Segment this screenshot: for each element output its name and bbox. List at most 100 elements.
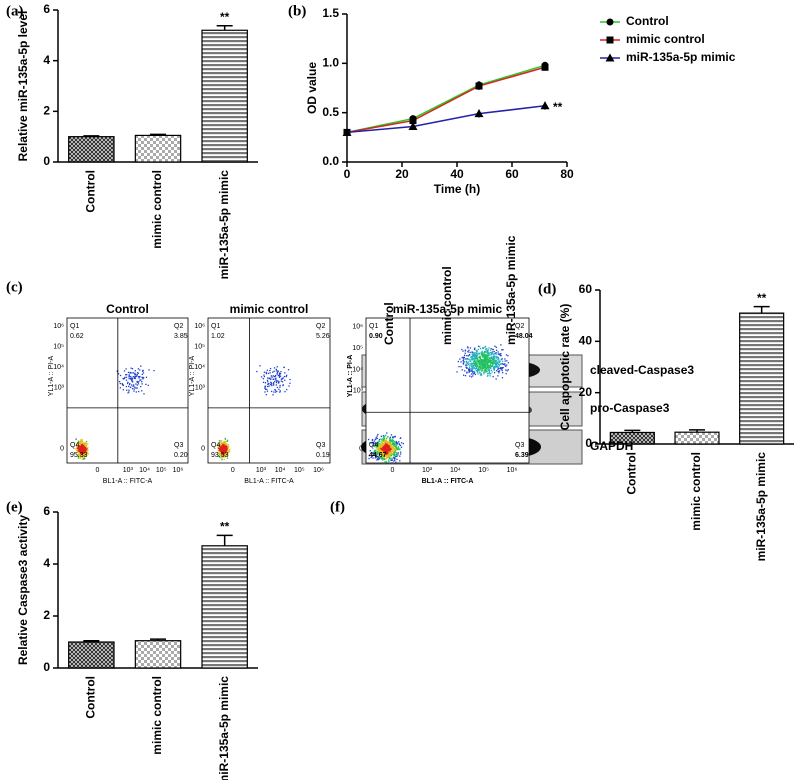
quadrant-value: 3.85 (174, 333, 188, 340)
event-dot (500, 363, 502, 365)
event-dot (382, 444, 385, 446)
x-tick-label: miR-135a-5p mimic (217, 170, 231, 280)
event-dot (484, 366, 487, 369)
event-dot (490, 356, 493, 358)
event-dot (376, 459, 378, 461)
event-dot (402, 442, 405, 445)
event-dot (394, 443, 396, 446)
event-dot (375, 453, 378, 455)
event-dot (492, 356, 494, 359)
event-dot (275, 377, 277, 379)
event-dot (466, 358, 468, 360)
event-dot (397, 452, 400, 454)
event-dot (479, 355, 481, 357)
event-dot (375, 444, 377, 446)
event-dot (382, 441, 384, 443)
event-dot (504, 358, 506, 360)
event-dot (84, 448, 86, 451)
event-dot (465, 361, 468, 364)
event-dot (222, 443, 224, 446)
event-dot (265, 393, 268, 396)
event-dot (481, 362, 483, 364)
event-dot (495, 361, 497, 363)
event-dot (380, 438, 382, 440)
event-dot (284, 391, 286, 393)
event-dot (271, 390, 273, 393)
series-line (346, 66, 546, 134)
event-dot (471, 367, 473, 369)
event-dot (497, 356, 499, 359)
event-dot (466, 346, 469, 348)
x-tick-label: 0 (96, 467, 100, 474)
event-dot (497, 370, 499, 373)
y-tick-label: 10⁵ (194, 343, 205, 350)
event-dot (126, 389, 128, 391)
event-dot (82, 451, 84, 453)
event-dot (501, 377, 504, 379)
event-dot (487, 355, 489, 357)
event-dot (223, 458, 225, 460)
event-dot (282, 377, 284, 379)
event-dot (487, 372, 489, 375)
event-dot (223, 450, 226, 452)
event-dot (83, 448, 86, 450)
event-dot (270, 381, 272, 383)
event-dot (220, 450, 222, 453)
event-dot (504, 364, 506, 366)
event-dot (80, 452, 82, 455)
event-dot (496, 361, 498, 363)
event-dot (476, 358, 479, 361)
event-dot (368, 454, 370, 457)
x-tick-label: 40 (450, 167, 464, 181)
event-dot (275, 368, 277, 371)
event-dot (468, 363, 470, 365)
event-dot (507, 355, 509, 357)
event-dot (396, 455, 398, 457)
event-dot (128, 375, 130, 377)
event-dot (264, 382, 267, 384)
event-dot (485, 367, 488, 369)
event-dot (147, 384, 149, 387)
event-dot (84, 454, 86, 456)
event-dot (221, 454, 223, 457)
event-dot (78, 452, 80, 454)
event-dot (484, 369, 486, 371)
event-dot (217, 443, 219, 446)
quadrant-value: 0.20 (174, 452, 188, 459)
event-dot (468, 349, 470, 351)
event-dot (476, 364, 479, 367)
event-dot (376, 451, 378, 453)
event-dot (87, 451, 89, 454)
event-dot (498, 365, 500, 367)
event-dot (77, 454, 79, 456)
event-dot (495, 346, 498, 349)
event-dot (472, 354, 474, 356)
event-dot (125, 368, 127, 370)
event-dot (282, 384, 284, 387)
event-dot (485, 363, 488, 365)
event-dot (484, 362, 486, 364)
event-dot (121, 382, 123, 385)
event-dot (225, 442, 227, 445)
event-dot (278, 376, 281, 378)
event-dot (383, 458, 386, 460)
event-dot (472, 362, 474, 364)
event-dot (383, 446, 385, 449)
event-dot (142, 370, 144, 372)
event-dot (468, 353, 471, 356)
event-dot (494, 358, 496, 360)
event-dot (221, 442, 223, 444)
event-dot (488, 366, 490, 368)
event-dot (486, 348, 488, 350)
event-dot (224, 456, 226, 458)
event-dot (497, 357, 500, 360)
event-dot (506, 370, 508, 372)
event-dot (470, 362, 473, 364)
event-dot (374, 455, 377, 457)
event-dot (116, 370, 119, 373)
event-dot (505, 365, 507, 368)
event-dot (382, 449, 384, 451)
event-dot (377, 447, 380, 449)
event-dot (79, 440, 81, 443)
